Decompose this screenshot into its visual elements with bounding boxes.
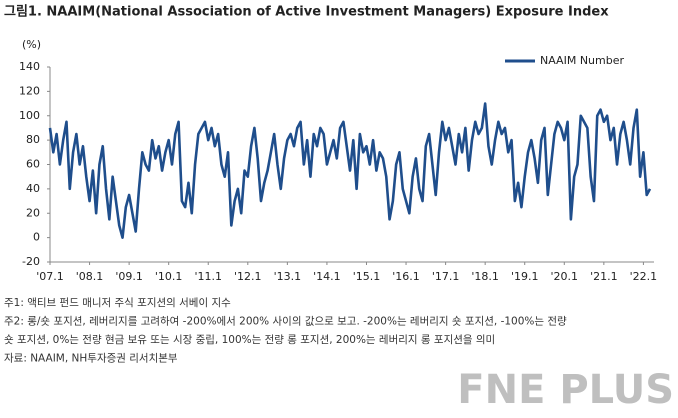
- x-tick-label: '13.1: [274, 270, 302, 283]
- y-tick-label: 60: [26, 158, 40, 171]
- line-series: [48, 102, 652, 239]
- x-tick-label: '08.1: [76, 270, 104, 283]
- x-tick-label: '16.1: [392, 270, 420, 283]
- x-tick-label: '15.1: [353, 270, 381, 283]
- y-tick-label: 140: [19, 60, 40, 73]
- legend-label: NAAIM Number: [540, 54, 624, 67]
- x-tick-label: '17.1: [432, 270, 460, 283]
- x-tick-label: '19.1: [511, 270, 539, 283]
- x-tick-label: '09.1: [115, 270, 143, 283]
- y-tick-label: -20: [22, 255, 40, 268]
- x-tick-label: '12.1: [234, 270, 262, 283]
- y-tick-label: 100: [19, 109, 40, 122]
- watermark: FNE PLUS: [457, 367, 674, 413]
- note: 주2: 롱/숏 포지션, 레버리지를 고려하여 -200%에서 200% 사이의…: [4, 315, 567, 328]
- y-unit: (%): [22, 38, 41, 51]
- y-tick-label: 120: [19, 84, 40, 97]
- x-tick-label: '18.1: [471, 270, 499, 283]
- x-tick-label: '11.1: [194, 270, 222, 283]
- note: 자료: NAAIM, NH투자증권 리서치본부: [4, 353, 178, 365]
- x-tick-label: '20.1: [551, 270, 579, 283]
- y-tick-label: 20: [26, 206, 40, 219]
- note: 주1: 액티브 펀드 매니저 주식 포지션의 서베이 지수: [4, 297, 231, 309]
- chart-title: 그림1. NAAIM(National Association of Activ…: [4, 5, 609, 20]
- y-tick-label: 80: [26, 133, 40, 146]
- x-tick-label: '10.1: [155, 270, 183, 283]
- x-tick-label: '22.1: [630, 270, 658, 283]
- x-tick-label: '21.1: [590, 270, 618, 283]
- x-tick-label: '14.1: [313, 270, 341, 283]
- x-tick-label: '07.1: [36, 270, 64, 283]
- y-tick-label: 0: [33, 231, 40, 244]
- y-tick-label: 40: [26, 182, 40, 195]
- note: 숏 포지션, 0%는 전량 현금 보유 또는 시장 중립, 100%는 전량 롱…: [4, 333, 495, 346]
